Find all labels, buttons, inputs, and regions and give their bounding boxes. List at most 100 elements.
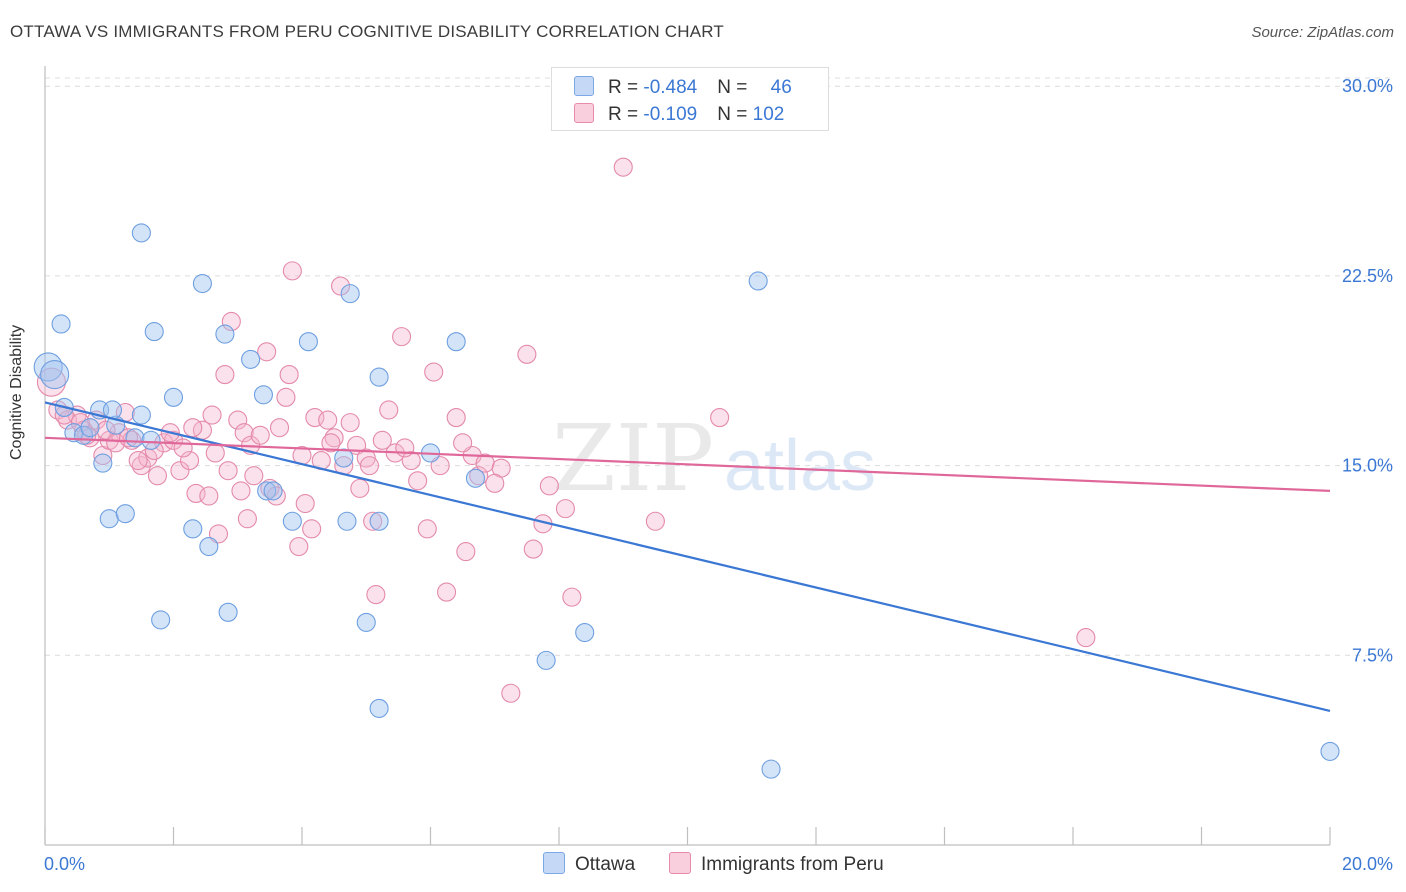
peru-point-33 — [266, 486, 286, 506]
r-label: R = — [608, 77, 644, 98]
source-label: Source: ZipAtlas.com — [1251, 24, 1394, 41]
peru-point-76 — [613, 157, 633, 177]
ottawa-point-14 — [131, 223, 151, 243]
peru-point-14 — [147, 466, 167, 486]
series-ottawa-points — [33, 223, 1340, 779]
ottawa-point-24 — [99, 509, 119, 529]
peru-point-38 — [289, 537, 309, 557]
peru-point-25 — [221, 311, 241, 332]
r-label: R = — [608, 104, 644, 125]
peru-point-32 — [260, 478, 280, 498]
peru-point-45 — [330, 276, 351, 296]
ottawa-point-23 — [369, 367, 389, 387]
peru-point-66 — [469, 466, 489, 486]
peru-point-71 — [523, 539, 543, 559]
ottawa-point-38 — [356, 612, 376, 632]
ottawa-point-35 — [369, 511, 389, 531]
peru-point-94 — [237, 509, 257, 529]
peru-point-77 — [645, 511, 665, 531]
ottawa-point-40 — [575, 622, 595, 643]
ottawa-point-20 — [340, 284, 360, 304]
bottom-legend-peru: Immigrants from Peru — [669, 852, 884, 876]
peru-point-54 — [379, 400, 399, 420]
peru-n-value: 102 — [752, 104, 785, 125]
ottawa-point-22 — [253, 385, 274, 405]
peru-point-87 — [128, 451, 148, 471]
ottawa-point-11 — [125, 428, 145, 448]
tick-labels: 7.5% 15.0% 22.5% 30.0% 0.0% 20.0% — [44, 76, 1393, 874]
peru-point-92 — [205, 443, 225, 463]
peru-legend-label: Immigrants from Peru — [701, 854, 884, 875]
peru-point-52 — [366, 585, 386, 605]
peru-point-23 — [208, 524, 229, 544]
ottawa-legend-icon — [543, 852, 565, 874]
peru-point-60 — [424, 362, 444, 382]
peru-point-62 — [437, 582, 457, 602]
ottawa-point-2 — [40, 360, 70, 390]
y-tick-label-2: 22.5% — [1342, 266, 1393, 286]
peru-point-12 — [131, 456, 151, 476]
peru-point-53 — [372, 430, 392, 450]
peru-point-74 — [555, 499, 575, 519]
peru-point-24 — [215, 365, 235, 385]
ottawa-point-10 — [93, 453, 113, 473]
y-tick-label-1: 15.0% — [1342, 456, 1393, 476]
peru-point-17 — [170, 461, 190, 481]
legend-row-peru: R = -0.109 N = 102 — [574, 103, 784, 126]
legend-row-ottawa: R = -0.484 N = 46 — [574, 76, 792, 99]
peru-point-75 — [562, 587, 582, 607]
ottawa-n-value: 46 — [770, 77, 792, 98]
peru-point-99 — [395, 438, 415, 458]
peru-point-93 — [218, 461, 238, 481]
ottawa-point-32 — [465, 468, 486, 488]
peru-point-44 — [324, 428, 344, 448]
y-tick-label-3: 30.0% — [1342, 76, 1393, 96]
ottawa-point-30 — [334, 448, 354, 468]
peru-point-73 — [539, 476, 559, 496]
peru-point-35 — [276, 387, 296, 407]
ottawa-point-37 — [218, 602, 238, 622]
peru-point-64 — [456, 542, 476, 562]
peru-point-26 — [228, 410, 248, 430]
ottawa-point-18 — [241, 349, 261, 369]
peru-point-80 — [1076, 628, 1096, 648]
peru-point-58 — [408, 471, 428, 491]
x-tick-label-1: 20.0% — [1342, 854, 1393, 874]
ottawa-point-0 — [33, 352, 63, 382]
peru-point-84 — [96, 420, 116, 440]
ottawa-point-1 — [51, 314, 71, 334]
ottawa-legend-label: Ottawa — [575, 854, 636, 875]
ottawa-point-21 — [446, 332, 466, 352]
peru-point-59 — [417, 519, 437, 539]
peru-legend-icon — [669, 852, 691, 874]
peru-point-51 — [363, 511, 383, 531]
peru-point-91 — [183, 418, 203, 438]
axes — [44, 66, 1331, 846]
peru-point-47 — [340, 413, 360, 433]
ottawa-point-39 — [536, 650, 556, 670]
ottawa-point-41 — [369, 698, 389, 718]
peru-point-101 — [485, 473, 505, 493]
ottawa-point-33 — [282, 511, 302, 531]
peru-point-90 — [173, 438, 193, 458]
trend-lines — [44, 401, 1331, 713]
ottawa-point-27 — [199, 537, 219, 557]
ottawa-point-28 — [257, 481, 277, 501]
ottawa-point-16 — [192, 273, 212, 294]
correlation-legend: R = -0.484 N = 46 R = -0.109 N = 102 — [551, 67, 829, 131]
ottawa-point-19 — [298, 332, 318, 352]
ottawa-point-42 — [748, 271, 768, 291]
peru-point-43 — [318, 410, 338, 430]
peru-point-40 — [302, 519, 322, 539]
ottawa-point-44 — [1320, 741, 1340, 761]
ottawa-point-9 — [131, 405, 151, 425]
y-axis-label: Cognitive Disability — [8, 324, 25, 460]
peru-point-36 — [279, 365, 299, 385]
ottawa-point-15 — [144, 322, 164, 342]
peru-point-78 — [710, 408, 730, 428]
peru-point-97 — [321, 433, 341, 453]
peru-swatch-icon — [574, 103, 594, 123]
peru-point-49 — [350, 478, 370, 498]
ottawa-point-34 — [337, 511, 357, 531]
